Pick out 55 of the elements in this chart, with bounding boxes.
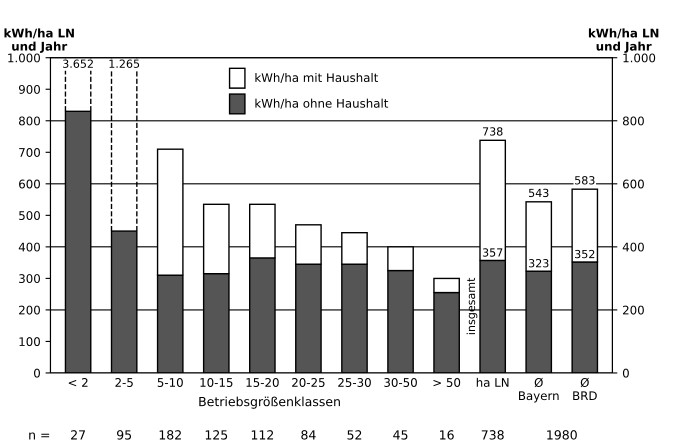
legend-label: kWh/ha ohne Haushalt: [255, 98, 388, 109]
x-tick-label: 5-10: [158, 378, 183, 387]
annotation: 3.652: [63, 59, 93, 68]
annotation: 1.265: [109, 59, 140, 68]
y-tick-label: 0: [34, 368, 40, 378]
annotation: insgesamt: [466, 278, 478, 334]
y2-tick-label: 0: [622, 368, 629, 378]
y2-tick-label: 600: [622, 180, 644, 188]
y-tick-label: 700: [19, 148, 40, 157]
y-tick-label: 1.000: [8, 53, 40, 62]
x-tick-label: 10-15: [200, 378, 232, 387]
y2-tick-label: 1.000: [623, 53, 656, 62]
y2-tick-label: 400: [622, 242, 644, 252]
x-axis-title: Betriebsgrößenklassen: [199, 396, 340, 409]
y-tick-label: 900: [18, 84, 40, 94]
text: 182: [160, 430, 181, 440]
y2-tick-label: 200: [623, 306, 644, 315]
x-tick-label: Ø Bayern: [519, 378, 559, 402]
total-label: 583: [575, 176, 595, 184]
x-tick-label: 20-25: [292, 378, 325, 387]
data-label: 357: [482, 248, 502, 257]
total-label: 543: [528, 188, 548, 198]
x-tick-label: > 50: [434, 378, 460, 387]
text: n =: [29, 432, 50, 440]
y-tick-label: 200: [19, 306, 40, 315]
text: 738: [482, 430, 504, 440]
text: 112: [252, 430, 274, 440]
data-label: 352: [575, 250, 594, 258]
y2-tick-label: 800: [622, 116, 644, 126]
x-tick-label: 25-30: [338, 378, 371, 387]
x-tick-label: ha LN: [476, 378, 508, 387]
text: 84: [301, 430, 316, 440]
y-tick-label: 600: [19, 180, 40, 188]
y-tick-label: 500: [19, 211, 40, 220]
legend-label: kWh/ha mit Haushalt: [255, 72, 378, 84]
x-tick-label: 2-5: [115, 378, 133, 387]
x-tick-label: Ø BRD: [573, 378, 597, 400]
data-label: 323: [528, 259, 548, 268]
text: 1980: [547, 430, 577, 440]
x-tick-label: < 2: [68, 378, 88, 387]
text: 16: [440, 430, 454, 440]
total-label: 738: [482, 127, 503, 136]
text: 52: [347, 430, 362, 440]
y-tick-label: 400: [18, 242, 40, 252]
text: 27: [71, 430, 85, 440]
y-tick-label: 100: [20, 337, 40, 346]
x-tick-label: 30-50: [384, 378, 417, 387]
y-tick-label: 300: [19, 274, 40, 284]
text: 45: [393, 430, 408, 440]
text: 125: [206, 430, 228, 440]
x-tick-label: 15-20: [246, 378, 279, 387]
y2-axis-title: kWh/ha LN und Jahr: [588, 28, 658, 53]
text: 95: [117, 430, 132, 440]
y-tick-label: 800: [19, 116, 40, 126]
y-axis-title: kWh/ha LN und Jahr: [4, 28, 74, 53]
